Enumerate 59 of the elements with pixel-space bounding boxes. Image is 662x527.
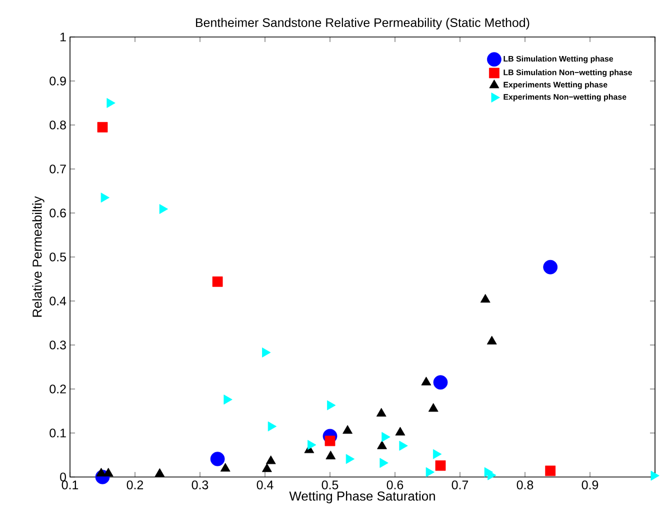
point [426,467,435,478]
chart-title: Bentheimer Sandstone Relative Permeability (Static Method) [196,18,530,30]
point [376,408,386,417]
point [106,98,116,108]
point [543,260,558,274]
point [262,463,272,472]
point [103,468,114,476]
x-tick-label: 0.9 [582,480,598,490]
y-tick-label: 0.6 [50,208,66,218]
point [266,455,276,464]
point [480,294,490,303]
y-tick-label: 0.1 [50,428,66,438]
y-tick-label: 0.9 [50,76,66,86]
point [326,450,336,460]
y-tick-label: 0.7 [50,164,66,174]
y-tick-label: 0.2 [50,384,66,394]
point [268,421,277,432]
point [159,204,168,214]
point [395,426,406,436]
point [545,466,556,476]
y-tick-label: 0.5 [50,252,66,262]
point [97,122,108,132]
x-tick-label: 0.8 [516,480,534,490]
point [308,440,316,450]
point [421,376,432,386]
point [100,192,110,203]
point [382,432,390,442]
x-tick-label: 0.6 [386,480,404,490]
x-tick-label: 0.7 [452,480,468,490]
point [433,449,442,460]
point [650,470,660,481]
point [399,440,408,451]
point [377,440,387,450]
point [342,425,353,434]
point [262,348,271,358]
point [346,454,355,464]
point [154,468,165,477]
point [324,436,336,446]
point [210,452,225,466]
point [486,336,497,344]
point [435,460,446,471]
point [220,462,230,472]
x-tick-label: 0.4 [256,480,274,490]
y-tick-label: 1 [60,32,66,42]
y-tick-label: 0.8 [50,120,66,130]
x-tick-label: 0.3 [192,480,208,490]
x-tick-label: 0.2 [126,480,144,490]
y-axis-title: Relative Permeabiltiy [32,196,44,317]
point [327,400,336,410]
x-tick-label: 0.5 [322,480,338,490]
point [224,394,232,405]
point [380,458,388,468]
x-axis-title: Wetting Phase Saturation [289,491,435,504]
point [433,375,448,390]
y-tick-label: 0.3 [50,340,66,350]
point [212,276,223,287]
point [428,403,438,412]
y-tick-label: 0.4 [50,296,66,306]
y-tick-label: 0 [60,472,66,482]
